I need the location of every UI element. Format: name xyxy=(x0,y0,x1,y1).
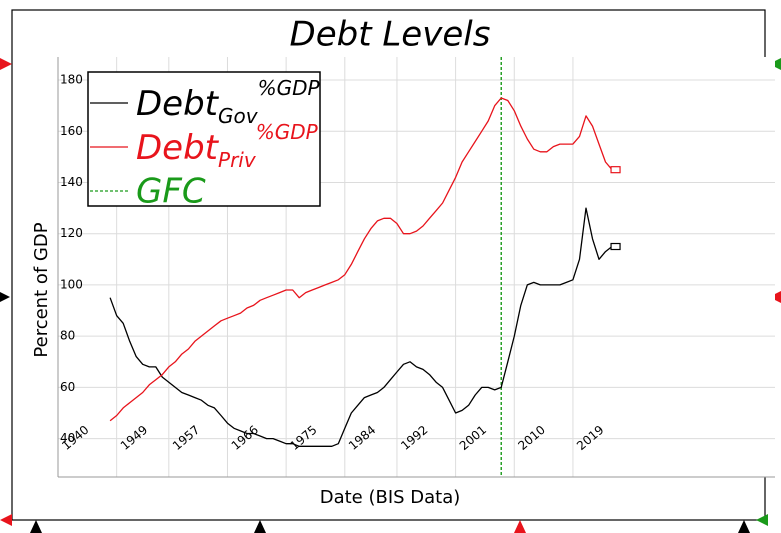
legend-label-sup: %GDP xyxy=(258,76,321,100)
y-tick-label: 40 xyxy=(60,431,75,445)
y-tick-label: 80 xyxy=(60,329,75,343)
frame-marker xyxy=(738,520,750,533)
x-axis-label: Date (BIS Data) xyxy=(320,487,461,508)
y-tick-label: 180 xyxy=(60,73,83,87)
chart-title: Debt Levels xyxy=(290,15,491,55)
legend-label-sub: Priv xyxy=(218,148,257,172)
series-line xyxy=(109,97,613,422)
frame-marker xyxy=(514,520,526,533)
legend-label-text: Debt xyxy=(136,128,220,168)
y-tick-label: 120 xyxy=(60,226,83,240)
y-tick-label: 140 xyxy=(60,175,83,189)
series-line xyxy=(109,207,613,447)
legend-label-sup: %GDP xyxy=(256,120,319,144)
y-tick-label: 160 xyxy=(60,124,83,138)
legend-label-text: Debt xyxy=(136,84,220,124)
frame-marker xyxy=(254,520,266,533)
frame-marker xyxy=(0,58,12,70)
frame-marker xyxy=(756,514,768,526)
series-end-marker xyxy=(610,166,621,174)
legend-label: DebtGov %GDP xyxy=(136,76,320,128)
legend-box xyxy=(87,71,321,207)
y-tick-label: 100 xyxy=(60,277,83,291)
y-axis-label: Percent of GDP xyxy=(31,222,52,357)
legend-label-sub: Gov xyxy=(218,104,259,128)
series-end-marker xyxy=(610,242,621,251)
frame-marker xyxy=(0,292,10,302)
legend-label: GFC xyxy=(136,172,206,212)
y-tick-label: 60 xyxy=(60,380,75,394)
frame-marker xyxy=(30,520,42,533)
frame-marker xyxy=(0,514,12,526)
legend-label: DebtPriv %GDP xyxy=(136,120,319,172)
